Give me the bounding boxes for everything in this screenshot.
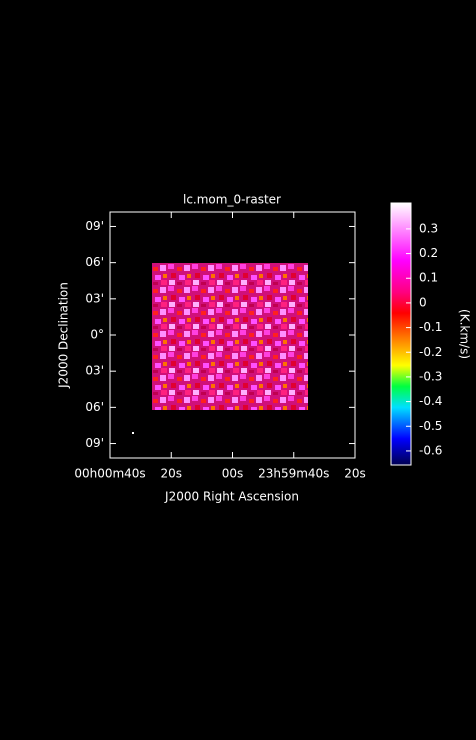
raster-image	[152, 263, 308, 410]
x-tick-label: 00h00m40s	[74, 467, 145, 481]
colorbar-tick-label: 0	[419, 295, 427, 309]
colorbar	[390, 202, 412, 466]
colorbar-tick-label: 0.2	[419, 246, 438, 260]
colorbar-tick-label: 0.3	[419, 221, 438, 235]
colorbar-tick-label: -0.3	[419, 369, 442, 383]
y-tick-label: 09'	[85, 219, 104, 233]
beam	[132, 432, 134, 434]
y-axis-label: J2000 Declination	[57, 282, 71, 389]
x-tick-label: 20s	[344, 467, 366, 481]
y-tick-label: 09'	[85, 436, 104, 450]
x-tick-label: 23h59m40s	[258, 467, 329, 481]
colorbar-tick-label: 0.1	[419, 271, 438, 285]
colorbar-label: (K.km/s)	[458, 309, 472, 359]
colorbar-tick-label: -0.4	[419, 394, 442, 408]
y-tick-label: 03'	[85, 364, 104, 378]
colorbar-tick-label: -0.1	[419, 320, 442, 334]
x-axis-label: J2000 Right Ascension	[164, 490, 299, 504]
colorbar-tick-label: -0.6	[419, 443, 442, 457]
chart-title: lc.mom_0-raster	[183, 193, 281, 207]
y-tick-label: 06'	[85, 255, 104, 269]
colorbar-tick-label: -0.2	[419, 345, 442, 359]
x-tick-label: 20s	[160, 467, 182, 481]
x-tick-label: 00s	[222, 467, 244, 481]
y-tick-label: 0°	[90, 328, 104, 342]
colorbar-tick-label: -0.5	[419, 419, 442, 433]
y-tick-label: 06'	[85, 400, 104, 414]
y-tick-label: 03'	[85, 291, 104, 305]
